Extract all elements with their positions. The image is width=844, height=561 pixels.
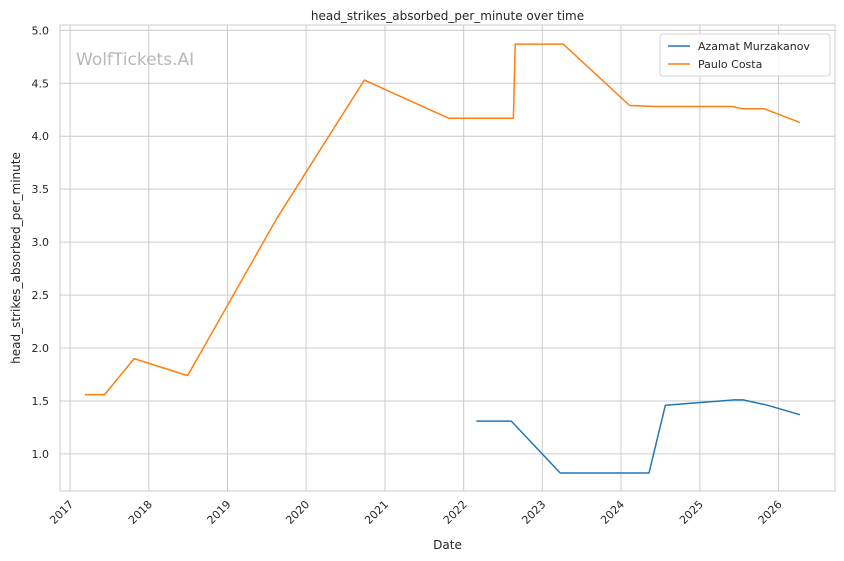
legend-label: Paulo Costa (698, 58, 762, 71)
y-axis-ticks: 1.0 1.5 2.0 2.5 3.0 3.5 4.0 4.5 5.0 (32, 24, 50, 461)
y-tick-label: 4.5 (32, 77, 50, 90)
legend-box (659, 33, 831, 77)
grid-lines (60, 25, 835, 491)
y-tick-label: 1.0 (32, 448, 50, 461)
legend: Azamat Murzakanov Paulo Costa (659, 33, 831, 77)
y-tick-label: 1.5 (32, 395, 50, 408)
y-tick-label: 3.5 (32, 183, 50, 196)
series-lines (84, 43, 801, 474)
series-line-1 (476, 399, 801, 474)
y-axis-label: head_strikes_absorbed_per_minute (9, 152, 23, 364)
legend-label: Azamat Murzakanov (698, 40, 810, 53)
plot-area-border (59, 24, 836, 492)
watermark-text: WolfTickets.AI (76, 50, 194, 70)
series-line-2 (84, 43, 801, 396)
y-tick-label: 5.0 (32, 24, 50, 37)
y-tick-label: 2.0 (32, 342, 50, 355)
y-tick-label: 3.0 (32, 236, 50, 249)
x-axis-ticks: 2017 2018 2019 2020 2021 2022 2023 2024 2025 2026 (47, 498, 784, 527)
y-tick-label: 4.0 (32, 130, 50, 143)
chart-title: head_strikes_absorbed_per_minute over ti… (311, 9, 584, 23)
y-tick-label: 2.5 (32, 289, 50, 302)
x-axis-label: Date (433, 538, 462, 552)
